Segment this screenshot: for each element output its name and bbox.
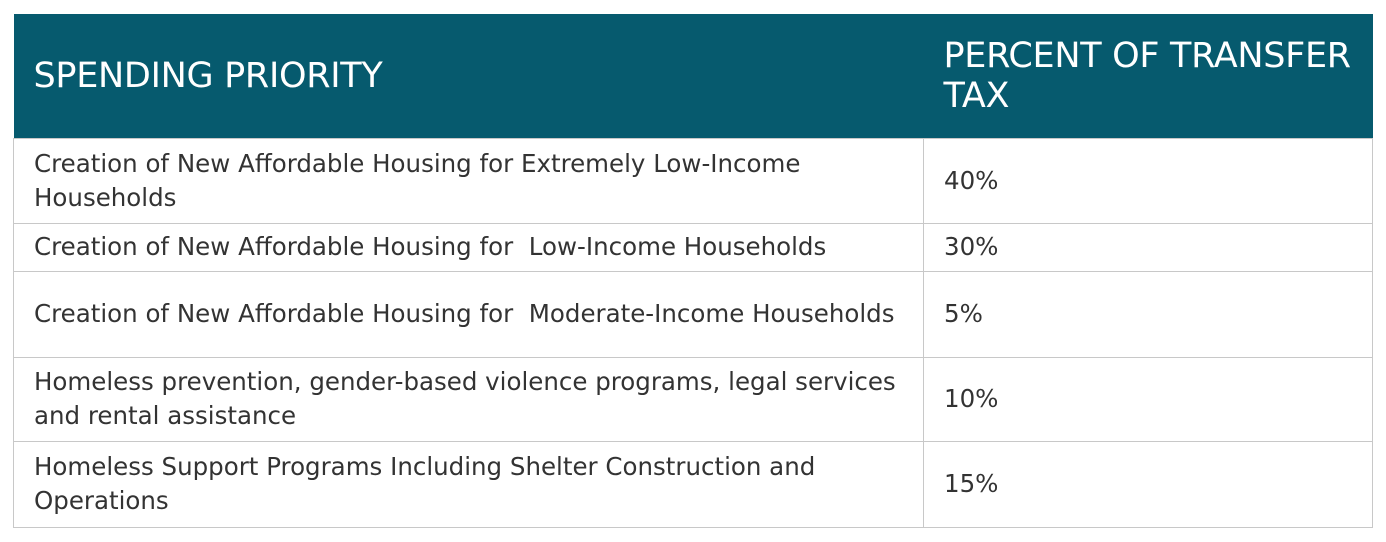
table-row: Homeless Support Programs Including Shel… [13, 440, 1373, 528]
table-body: Creation of New Affordable Housing for E… [13, 137, 1373, 528]
percent-cell: 10% [923, 356, 1373, 442]
table-header: SPENDING PRIORITY PERCENT OF TRANSFER TA… [13, 14, 1373, 138]
column-header-percent: PERCENT OF TRANSFER TAX [943, 35, 1352, 116]
table-row: Creation of New Affordable Housing for L… [13, 222, 1373, 272]
percent-cell: 40% [923, 137, 1373, 224]
table-row: Creation of New Affordable Housing for E… [13, 137, 1373, 224]
percent-cell: 15% [923, 440, 1373, 528]
spending-table-container: SPENDING PRIORITY PERCENT OF TRANSFER TA… [13, 14, 1373, 528]
table-row: Creation of New Affordable Housing for M… [13, 270, 1373, 358]
header-row: SPENDING PRIORITY PERCENT OF TRANSFER TA… [13, 14, 1373, 138]
priority-cell: Creation of New Affordable Housing for E… [13, 137, 924, 224]
percent-cell: 30% [923, 222, 1373, 272]
column-header-spending-priority: SPENDING PRIORITY [33, 55, 383, 96]
priority-cell: Homeless Support Programs Including Shel… [13, 440, 924, 528]
priority-cell: Homeless prevention, gender-based violen… [13, 356, 924, 442]
priority-cell: Creation of New Affordable Housing for M… [13, 270, 924, 358]
spending-priority-table: SPENDING PRIORITY PERCENT OF TRANSFER TA… [13, 14, 1373, 528]
percent-cell: 5% [923, 270, 1373, 358]
priority-cell: Creation of New Affordable Housing for L… [13, 222, 924, 272]
table-row: Homeless prevention, gender-based violen… [13, 356, 1373, 442]
